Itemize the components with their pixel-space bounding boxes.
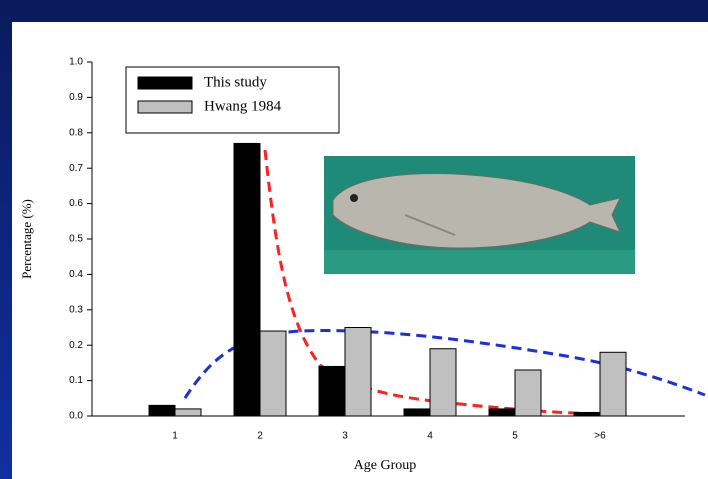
bar <box>175 409 201 416</box>
y-tick-label: 0.3 <box>69 304 83 315</box>
page: {"chart_data": {"type": "bar", "x_label"… <box>0 0 708 479</box>
bar <box>515 370 541 416</box>
y-tick-label: 0.5 <box>69 234 83 245</box>
y-tick-label: 0.7 <box>69 163 83 174</box>
y-tick-label: 0.2 <box>69 340 83 351</box>
x-tick-label: >6 <box>594 431 606 442</box>
bar <box>600 352 626 416</box>
legend-swatch <box>138 77 192 89</box>
bar <box>574 412 600 416</box>
legend-label: Hwang 1984 <box>204 98 282 114</box>
x-tick-label: 2 <box>257 431 263 442</box>
y-tick-label: 0.6 <box>69 198 83 209</box>
y-tick-label: 0.0 <box>69 411 83 422</box>
bar <box>404 409 430 416</box>
y-tick-label: 0.9 <box>69 92 83 103</box>
legend-swatch <box>138 101 192 113</box>
x-tick-label: 3 <box>342 431 348 442</box>
y-tick-label: 0.1 <box>69 375 83 386</box>
fish-photo <box>324 156 635 274</box>
chart: Percentage (%) Age Group 0.0 0.1 0.2 0.3 0.4… <box>0 0 708 479</box>
bar <box>234 143 260 416</box>
bar <box>489 409 515 416</box>
x-axis-label: Age Group <box>354 458 417 473</box>
y-tick-label: 1.0 <box>69 57 83 68</box>
y-axis-label: Percentage (%) <box>19 199 34 279</box>
x-tick-label: 4 <box>427 431 433 442</box>
bar <box>149 405 175 416</box>
y-tick-label: 0.4 <box>69 269 83 280</box>
bar <box>430 349 456 416</box>
x-tick-label: 1 <box>172 431 178 442</box>
bar <box>260 331 286 416</box>
bar <box>319 366 345 416</box>
legend-label: This study <box>204 74 267 90</box>
bar <box>345 328 371 417</box>
x-tick-label: 5 <box>512 431 518 442</box>
y-tick-label: 0.8 <box>69 127 83 138</box>
